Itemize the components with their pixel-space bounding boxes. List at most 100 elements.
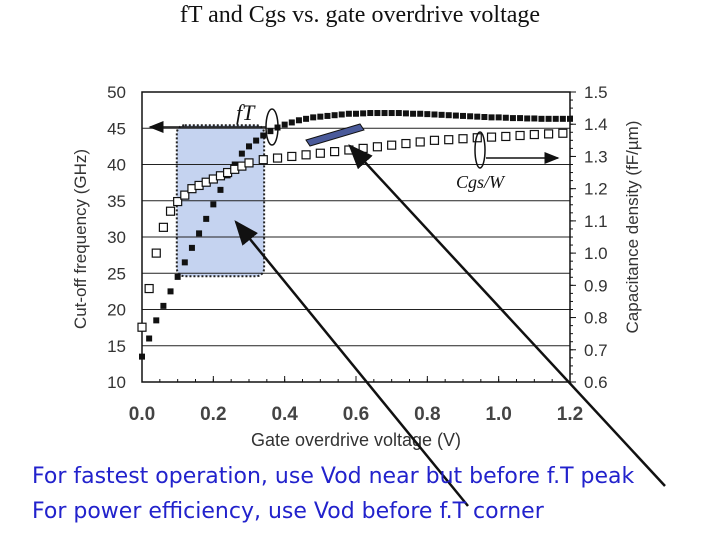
ft-point: [295, 117, 302, 124]
cgs-point: [515, 130, 525, 141]
ft-point: [174, 273, 181, 280]
cgs-point: [543, 129, 554, 139]
chart-title: fT and Cgs vs. gate overdrive voltage: [179, 2, 541, 28]
pointer-to-peak: [348, 144, 666, 487]
ft-point: [438, 111, 445, 118]
y-right-tick-label: 1.3: [584, 147, 608, 166]
y-left-tick-label: 20: [107, 301, 126, 320]
ft-point: [267, 128, 274, 135]
cgs-point: [486, 132, 497, 142]
caption-fastest-operation: For fastest operation, use Vod near but …: [32, 464, 635, 489]
ft-point: [167, 288, 174, 295]
x-tick-label: 0.6: [343, 404, 369, 425]
ft-point: [360, 110, 367, 117]
ft-point: [338, 111, 345, 118]
ft-point: [388, 110, 395, 117]
peak-indicator-bar: [305, 123, 365, 147]
cgs-point: [173, 196, 183, 207]
y-left-tick-label: 25: [107, 264, 126, 283]
cgs-point: [258, 155, 268, 165]
x-tick-label: 0.0: [129, 404, 155, 425]
y-left-axis-title: Cut-off frequency (GHz): [71, 149, 90, 329]
ft-point: [531, 115, 538, 122]
ft-point: [495, 114, 502, 121]
y-left-tick-label: 10: [107, 373, 126, 392]
ft-point: [545, 115, 552, 122]
ft-point: [253, 137, 260, 144]
y-right-tick-label: 1.0: [584, 244, 608, 263]
ft-point: [310, 114, 317, 121]
ft-point: [559, 115, 566, 122]
cgs-point: [429, 135, 440, 145]
cgs-point: [301, 150, 311, 160]
ft-point: [417, 110, 424, 117]
cgs-point: [501, 131, 511, 142]
cgs-point: [458, 134, 468, 144]
ft-point: [231, 161, 238, 168]
ft-point: [317, 113, 324, 120]
cgs-point: [372, 142, 382, 152]
ft-point: [381, 110, 388, 117]
ft-point: [153, 317, 160, 324]
ft-point: [196, 230, 203, 237]
y-right-tick-label: 1.4: [584, 115, 608, 134]
y-left-tick-label: 40: [107, 156, 126, 175]
y-left-tick-label: 45: [107, 119, 126, 138]
ft-point: [181, 259, 188, 266]
ft-point: [460, 112, 466, 119]
ft-point: [188, 244, 195, 251]
ft-point: [160, 302, 167, 309]
ft-point: [139, 353, 145, 360]
ft-point: [281, 121, 288, 128]
annotation-layer: fT Cgs/W: [148, 100, 666, 507]
ft-point: [445, 112, 452, 119]
ft-point: [524, 115, 531, 122]
ft-point: [353, 110, 359, 117]
cgs-point: [244, 158, 254, 168]
cgs-point: [401, 138, 411, 149]
ft-point: [502, 114, 509, 121]
x-tick-label: 0.8: [414, 404, 440, 425]
ft-point: [210, 201, 217, 208]
y-left-tick-label: 15: [107, 337, 126, 356]
cgs-point: [158, 222, 168, 232]
cgs-point: [358, 143, 368, 153]
ft-point: [395, 110, 402, 117]
ft-point: [324, 112, 331, 119]
ft-point: [452, 112, 459, 119]
y-right-tick-label: 0.9: [584, 276, 608, 295]
ft-point: [331, 112, 338, 119]
cgs-point: [444, 135, 454, 145]
y-right-tick-label: 1.2: [584, 180, 608, 199]
cgs-point: [287, 151, 297, 162]
ft-label: fT: [236, 100, 256, 125]
cgs-point: [137, 322, 147, 332]
cgs-point: [144, 283, 154, 294]
ft-point: [424, 111, 431, 118]
axes-layer: 0.0 0.2 0.4 0.6 0.8 1.0 1.2 10 15 20 25 30 35 40 45 50 0…: [71, 83, 642, 450]
ft-point: [146, 335, 153, 342]
ft-point: [509, 115, 516, 122]
cgs-point: [165, 206, 176, 216]
ft-point: [467, 113, 474, 120]
y-right-tick-label: 1.5: [584, 83, 608, 102]
ft-point: [488, 114, 495, 121]
x-tick-label: 0.4: [271, 404, 298, 425]
y-right-tick-label: 1.1: [584, 212, 608, 231]
ft-point: [410, 110, 417, 117]
cgs-point: [529, 129, 539, 140]
x-tick-label: 1.0: [485, 404, 511, 425]
cgs-point: [558, 128, 568, 138]
ft-point: [552, 115, 559, 122]
ft-point: [402, 110, 409, 117]
y-right-tick-label: 0.8: [584, 309, 608, 328]
ft-point: [374, 110, 381, 117]
cgs-point: [272, 153, 283, 163]
ft-point: [238, 150, 245, 157]
cgs-point: [151, 248, 161, 258]
y-left-tick-label: 35: [107, 192, 126, 211]
ft-point: [260, 132, 267, 139]
ft-point: [303, 115, 310, 122]
ft-point: [288, 119, 295, 126]
